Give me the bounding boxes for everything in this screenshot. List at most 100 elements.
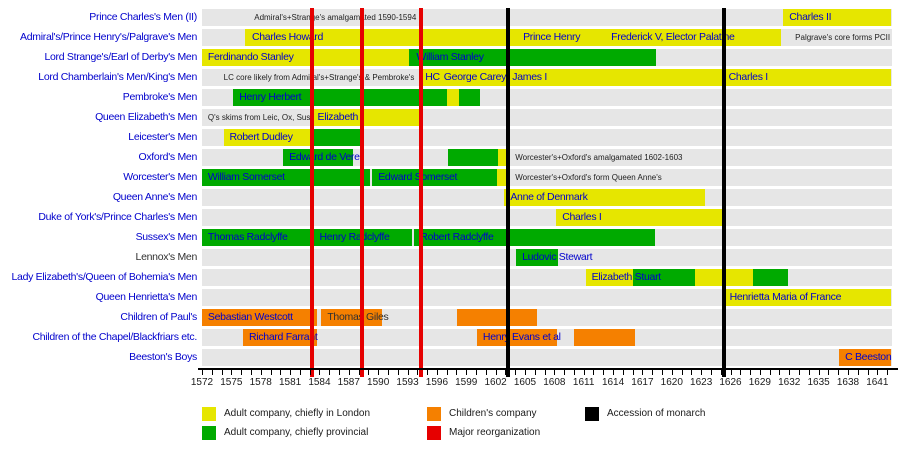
bar-label-frederick-v-elector-palatine[interactable]: Frederick V, Elector Palatine bbox=[611, 31, 735, 43]
x-tick-1606 bbox=[534, 370, 536, 375]
timeline-bar-queen-anne-s-men-0[interactable] bbox=[504, 189, 706, 206]
row-label-worcester-s-men[interactable]: Worcester's Men bbox=[123, 171, 197, 183]
timeline-bar-oxford-s-men-0[interactable] bbox=[283, 149, 353, 166]
timeline-bar-queen-henrietta-s-men-0[interactable] bbox=[723, 289, 892, 306]
timeline-bar-lennox-s-men-0[interactable] bbox=[516, 249, 559, 266]
x-tick-1577 bbox=[250, 370, 252, 375]
bar-label-charles-howard[interactable]: Charles Howard bbox=[251, 31, 324, 43]
timeline-bar-pembroke-s-men-2[interactable] bbox=[459, 89, 480, 106]
bar-label-william-stanley[interactable]: William Stanley bbox=[416, 51, 484, 63]
row-track-queen-henrietta-s-men bbox=[202, 289, 892, 306]
bar-label-edward-somerset[interactable]: Edward Somerset bbox=[378, 171, 458, 183]
timeline-bar-queen-elizabeth-s-men-0[interactable] bbox=[311, 109, 421, 126]
timeline-bar-oxford-s-men-2[interactable] bbox=[497, 149, 508, 166]
timeline-bar-oxford-s-men-1[interactable] bbox=[447, 149, 498, 166]
timeline-bar-lady-elizabeth-s-queen-of-bohemia-s-men-3[interactable] bbox=[753, 269, 789, 286]
bar-label-ludovic-stewart[interactable]: Ludovic Stewart bbox=[522, 251, 593, 263]
timeline-bar-lady-elizabeth-s-queen-of-bohemia-s-men-1[interactable] bbox=[632, 269, 696, 286]
bar-label-charles-i[interactable]: Charles I bbox=[562, 211, 602, 223]
timeline-bar-lord-strange-s-earl-of-derby-s-men-1[interactable] bbox=[409, 49, 657, 66]
row-label-children-of-the-chapel-blackfriars-etc[interactable]: Children of the Chapel/Blackfriars etc. bbox=[32, 331, 197, 343]
timeline-bar-children-of-paul-s-0[interactable] bbox=[202, 309, 317, 326]
row-label-queen-anne-s-men[interactable]: Queen Anne's Men bbox=[112, 191, 197, 203]
row-label-beeston-s-boys[interactable]: Beeston's Boys bbox=[129, 351, 197, 363]
row-label-children-of-paul-s[interactable]: Children of Paul's bbox=[120, 311, 197, 323]
timeline-bar-lord-chamberlain-s-men-king-s-men-0[interactable] bbox=[420, 69, 892, 86]
x-tick-label-1596: 1596 bbox=[425, 377, 449, 388]
row-label-leicester-s-men[interactable]: Leicester's Men bbox=[128, 131, 197, 143]
row-label-oxford-s-men[interactable]: Oxford's Men bbox=[138, 151, 197, 163]
bar-label-hc[interactable]: HC bbox=[425, 71, 440, 83]
row-label-lennox-s-men[interactable]: Lennox's Men bbox=[135, 251, 198, 263]
bar-label-henry-radclyffe[interactable]: Henry Radclyffe bbox=[319, 231, 390, 243]
row-label-prince-charles-s-men-ii[interactable]: Prince Charles's Men (II) bbox=[89, 11, 197, 23]
x-tick-label-1590: 1590 bbox=[367, 377, 390, 388]
timeline-bar-leicester-s-men-0[interactable] bbox=[223, 129, 312, 146]
x-tick-1583 bbox=[309, 370, 311, 375]
timeline-bar-children-of-paul-s-2[interactable] bbox=[457, 309, 537, 326]
timeline-bar-lord-strange-s-earl-of-derby-s-men-0[interactable] bbox=[202, 49, 410, 66]
timeline-bar-pembroke-s-men-1[interactable] bbox=[446, 89, 460, 106]
bar-label-william-somerset[interactable]: William Somerset bbox=[207, 171, 285, 183]
timeline-bar-sussex-s-men-2[interactable] bbox=[414, 229, 656, 246]
timeline-bar-worcester-s-men-0[interactable] bbox=[202, 169, 371, 186]
x-tick-label-1614: 1614 bbox=[601, 377, 625, 388]
bar-label-richard-farrant[interactable]: Richard Farrant bbox=[249, 331, 318, 343]
bar-label-anne-of-denmark[interactable]: Anne of Denmark bbox=[510, 191, 588, 203]
bar-label-elizabeth-stuart[interactable]: Elizabeth Stuart bbox=[591, 271, 662, 283]
bar-label-robert-radclyffe[interactable]: Robert Radclyffe bbox=[420, 231, 494, 243]
row-label-duke-of-york-s-prince-charles-s-men[interactable]: Duke of York's/Prince Charles's Men bbox=[38, 211, 197, 223]
bar-label-sebastian-westcott[interactable]: Sebastian Westcott bbox=[207, 311, 293, 323]
timeline-bar-worcester-s-men-2[interactable] bbox=[496, 169, 508, 186]
bar-label-james-i[interactable]: James I bbox=[512, 71, 547, 83]
timeline-bar-beeston-s-boys-0[interactable] bbox=[839, 349, 891, 366]
row-label-admiral-s-prince-henry-s-palgrave-s-men[interactable]: Admiral's/Prince Henry's/Palgrave's Men bbox=[20, 31, 197, 43]
row-label-queen-henrietta-s-men[interactable]: Queen Henrietta's Men bbox=[95, 291, 198, 303]
row-label-lord-chamberlain-s-men-king-s-men[interactable]: Lord Chamberlain's Men/King's Men bbox=[38, 71, 197, 83]
legend-label-provincial: Adult company, chiefly provincial bbox=[224, 427, 369, 438]
x-tick-1636 bbox=[828, 370, 830, 375]
bar-label-henry-herbert[interactable]: Henry Herbert bbox=[239, 91, 302, 103]
timeline-bar-children-of-the-chapel-blackfriars-etc-1[interactable] bbox=[477, 329, 558, 346]
bar-label-thomas-giles[interactable]: Thomas Giles bbox=[327, 311, 389, 323]
legend-label-london: Adult company, chiefly in London bbox=[224, 408, 371, 419]
bar-label-elizabeth-i[interactable]: Elizabeth I bbox=[317, 111, 364, 123]
row-label-lady-elizabeth-s-queen-of-bohemia-s-men[interactable]: Lady Elizabeth's/Queen of Bohemia's Men bbox=[11, 271, 197, 283]
bar-label-george-carey[interactable]: George Carey bbox=[443, 71, 507, 83]
row-label-queen-elizabeth-s-men[interactable]: Queen Elizabeth's Men bbox=[95, 111, 197, 123]
x-tick-1607 bbox=[544, 370, 546, 375]
x-tick-1631 bbox=[779, 370, 781, 375]
bar-label-charles-i[interactable]: Charles I bbox=[728, 71, 769, 83]
timeline-bar-prince-charles-s-men-ii-0[interactable] bbox=[783, 9, 892, 26]
row-label-sussex-s-men[interactable]: Sussex's Men bbox=[135, 231, 198, 243]
x-tick-1595 bbox=[427, 370, 429, 375]
bar-label-edward-de-vere[interactable]: Edward de Vere bbox=[289, 151, 360, 163]
x-tick-1612 bbox=[593, 370, 595, 375]
x-tick-1576 bbox=[241, 370, 243, 375]
bar-label-ferdinando-stanley[interactable]: Ferdinando Stanley bbox=[207, 51, 294, 63]
bar-label-henry-evans-et-al[interactable]: Henry Evans et al bbox=[482, 331, 561, 343]
x-tick-1588 bbox=[358, 370, 360, 375]
row-label-pembroke-s-men[interactable]: Pembroke's Men bbox=[122, 91, 198, 103]
x-tick-1613 bbox=[603, 370, 605, 375]
bar-label-c-beeston[interactable]: C Beeston bbox=[845, 351, 892, 363]
timeline-bar-children-of-the-chapel-blackfriars-etc-2[interactable] bbox=[573, 329, 635, 346]
timeline-bar-sussex-s-men-0[interactable] bbox=[202, 229, 312, 246]
x-tick-1601 bbox=[485, 370, 487, 375]
x-tick-label-1617: 1617 bbox=[631, 377, 654, 388]
bar-label-thomas-radclyffe[interactable]: Thomas Radclyffe bbox=[207, 231, 288, 243]
timeline-bar-leicester-s-men-1[interactable] bbox=[311, 129, 363, 146]
timeline-bar-pembroke-s-men-0[interactable] bbox=[233, 89, 447, 106]
x-tick-label-1638: 1638 bbox=[836, 377, 860, 388]
timeline-bar-children-of-paul-s-1[interactable] bbox=[321, 309, 383, 326]
bar-label-prince-henry[interactable]: Prince Henry bbox=[523, 31, 581, 43]
bar-label-henrietta-maria-of-france[interactable]: Henrietta Maria of France bbox=[729, 291, 842, 303]
timeline-bar-children-of-the-chapel-blackfriars-etc-0[interactable] bbox=[243, 329, 318, 346]
bar-label-robert-dudley[interactable]: Robert Dudley bbox=[229, 131, 293, 143]
timeline-bar-admiral-s-prince-henry-s-palgrave-s-men-0[interactable] bbox=[245, 29, 782, 46]
timeline-bar-lady-elizabeth-s-queen-of-bohemia-s-men-0[interactable] bbox=[585, 269, 633, 286]
row-label-lord-strange-s-earl-of-derby-s-men[interactable]: Lord Strange's/Earl of Derby's Men bbox=[44, 51, 197, 63]
timeline-bar-duke-of-york-s-prince-charles-s-men-0[interactable] bbox=[556, 209, 722, 226]
bar-label-charles-ii[interactable]: Charles II bbox=[789, 11, 832, 23]
timeline-bar-worcester-s-men-1[interactable] bbox=[372, 169, 497, 186]
